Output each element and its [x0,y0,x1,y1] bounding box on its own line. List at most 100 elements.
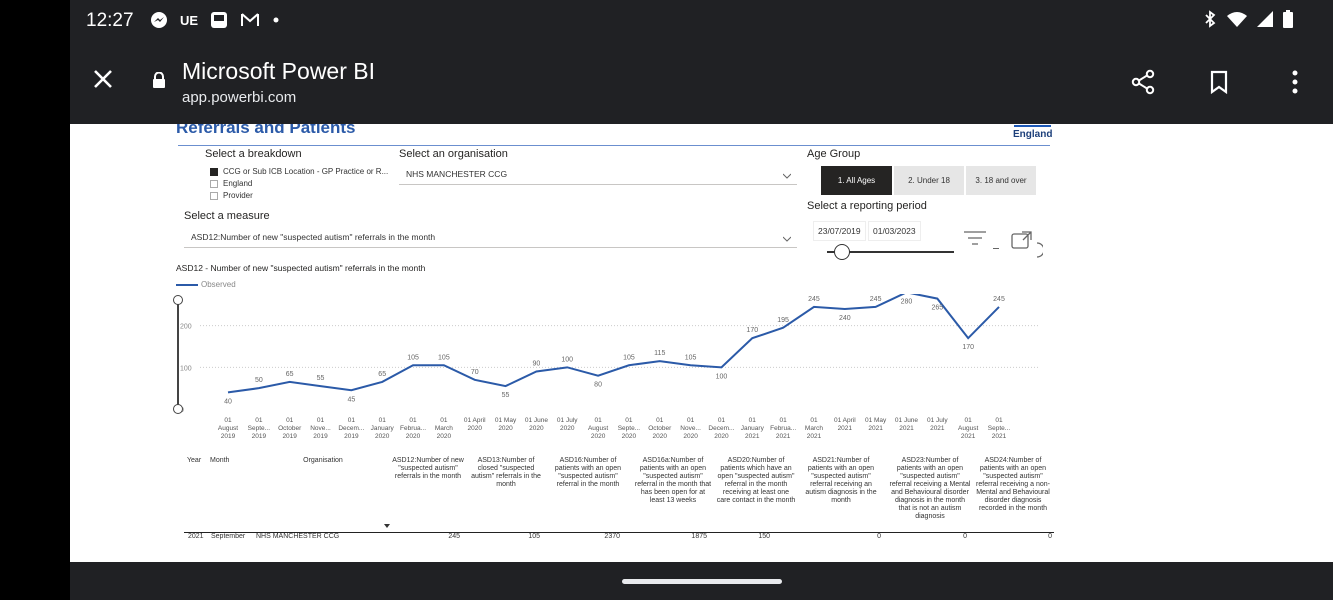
focus-mode-icon[interactable] [1011,230,1033,250]
data-label: 170 [746,327,758,334]
data-label: 195 [777,317,789,324]
x-tick-label: Februa... [400,425,426,432]
signal-icon [1257,11,1273,27]
data-label: 80 [594,382,602,389]
age-option-all[interactable]: 1. All Ages [821,166,892,195]
x-tick-label: 2019 [252,433,267,440]
table-cell: 1875 [691,533,707,540]
bookmark-button[interactable] [1205,68,1233,96]
report-title: Referrals and Patients [176,124,356,137]
breakdown-option[interactable]: England [210,179,252,188]
x-tick-label: 2020 [375,433,390,440]
data-label: 115 [654,350,665,357]
x-tick-label: March [805,425,823,432]
line-chart: 0100200405065554565105105705590100801051… [173,294,1040,440]
zoom-slider-handle [173,295,183,305]
table-column-header[interactable]: ASD16a:Number of patients with an open "… [634,457,712,504]
x-tick-label: 01 [317,417,325,424]
table-cell: 105 [528,533,540,540]
wifi-icon [1227,12,1247,27]
x-tick-label: 01 May [495,417,517,424]
home-gesture-pill[interactable] [622,579,782,584]
table-column-header[interactable]: Month [210,457,230,464]
table-column-header[interactable]: ASD24:Number of patients with an open "s… [976,457,1050,512]
table-divider [184,532,1054,533]
breakdown-option-label: England [223,179,253,188]
zoom-slider-handle [173,404,183,414]
period-slider-track[interactable] [827,251,954,253]
period-end-input[interactable]: 01/03/2023 [868,221,921,241]
app-icon [211,12,228,28]
measure-label: Select a measure [184,210,270,222]
data-label: 265 [931,305,943,312]
x-tick-label: 2021 [992,433,1007,440]
table-cell: 150 [758,533,770,540]
table-cell: 0 [1048,533,1052,540]
data-label: 55 [317,375,325,382]
sort-icon[interactable] [384,524,390,528]
messenger-icon [151,12,167,28]
close-button[interactable] [92,66,114,96]
checkbox [210,191,218,200]
checkbox [210,179,218,188]
x-tick-label: 2019 [282,433,297,440]
share-button[interactable] [1129,68,1157,96]
x-tick-label: 2020 [714,433,729,440]
more-options-button[interactable] [1281,68,1309,96]
age-option-under-18[interactable]: 2. Under 18 [894,166,964,195]
period-start-input[interactable]: 23/07/2019 [813,221,866,241]
notification-icons: UE [150,11,280,29]
organisation-dropdown[interactable]: NHS MANCHESTER CCG [399,169,797,185]
x-tick-label: Septe... [248,425,271,432]
table-column-header[interactable]: ASD12:Number of new "suspected autism" r… [392,457,464,480]
filter-icon[interactable] [963,230,987,246]
brand-line [1014,125,1051,127]
x-tick-label: 2020 [437,433,452,440]
period-label: Select a reporting period [807,200,927,212]
measure-dropdown[interactable]: ASD12:Number of new "suspected autism" r… [184,232,797,248]
period-slider-handle[interactable] [834,244,850,260]
breakdown-option[interactable]: CCG or Sub ICB Location - GP Practice or… [210,167,388,176]
table-column-header[interactable]: ASD23:Number of patients with an open "s… [889,457,971,520]
table-column-header[interactable]: ASD16:Number of patients with an open "s… [554,457,622,488]
more-vert-icon [1292,70,1298,94]
checkbox-checked [210,167,218,176]
data-label: 100 [561,356,573,363]
x-tick-label: 01 [348,417,356,424]
x-tick-label: 01 June [525,417,549,424]
x-tick-label: 2020 [653,433,668,440]
table-column-header[interactable]: ASD20:Number of patients which have an o… [716,457,796,504]
breakdown-option-label: Provider [223,191,253,200]
x-tick-label: August [588,425,608,432]
table-cell: NHS MANCHESTER CCG [256,533,340,540]
data-label: 105 [685,354,697,361]
page-url: app.powerbi.com [182,89,297,106]
left-black-bar [0,0,70,600]
x-tick-label: 01 May [865,417,887,424]
x-tick-label: August [218,425,238,432]
breakdown-label: Select a breakdown [205,148,302,160]
table-column-header[interactable]: Organisation [303,457,343,464]
report-canvas: Referrals and Patients England Select a … [70,124,1333,562]
legend-label: Observed [201,280,236,289]
age-option-18-over[interactable]: 3. 18 and over [966,166,1036,195]
share-icon [1131,69,1155,95]
x-tick-label: 2020 [622,433,637,440]
data-label: 90 [533,361,541,368]
table-column-header[interactable]: ASD13:Number of closed "suspected autism… [471,457,541,488]
table-cell: 2021 [188,533,204,540]
x-tick-label: 2021 [807,433,822,440]
status-bar: 12:27 UE [70,0,1333,42]
ue-icon: UE [180,12,199,28]
title-divider [178,145,1050,146]
x-tick-label: 01 July [927,417,948,424]
close-icon [94,70,112,88]
breakdown-option[interactable]: Provider [210,191,253,200]
x-tick-label: 2021 [838,425,853,432]
table-column-header[interactable]: ASD21:Number of patients with an open "s… [805,457,877,504]
x-tick-label: 01 [718,417,726,424]
navigation-bar [70,562,1333,600]
table-column-header[interactable]: Year [187,457,202,464]
legend-swatch [176,283,198,286]
x-tick-label: 2019 [344,433,359,440]
